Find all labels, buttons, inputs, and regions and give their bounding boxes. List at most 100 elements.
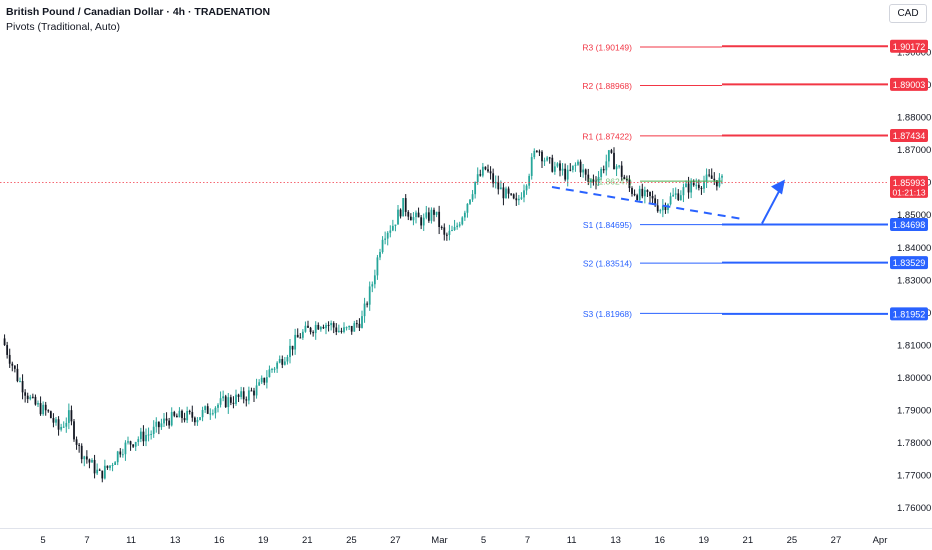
- candle-body: [404, 198, 407, 212]
- candle-body: [165, 418, 168, 421]
- candle-body: [636, 195, 639, 201]
- candle-body: [625, 179, 628, 181]
- candle-body: [6, 345, 9, 355]
- candle-body: [386, 232, 389, 239]
- candle-body: [582, 169, 585, 173]
- candle-body: [29, 396, 32, 400]
- candle-body: [209, 413, 212, 415]
- candle-body: [31, 396, 34, 398]
- candle-body: [721, 175, 723, 178]
- candle-body: [443, 227, 446, 235]
- y-tick-label: 1.79000: [897, 406, 931, 417]
- indicator-label[interactable]: Pivots (Traditional, Auto): [6, 21, 120, 33]
- candle-body: [533, 150, 536, 158]
- axis-label-s1: 1.84698: [893, 220, 926, 230]
- candle-body: [73, 421, 75, 440]
- candle-body: [291, 345, 294, 350]
- y-tick-label: 1.77000: [897, 471, 931, 482]
- candle-body: [26, 395, 29, 400]
- candle-body: [170, 412, 173, 426]
- symbol-title[interactable]: British Pound / Canadian Dollar · 4h · T…: [6, 6, 271, 18]
- candle-body: [168, 420, 171, 426]
- candle-body: [57, 419, 60, 430]
- candle-body: [276, 362, 279, 369]
- candle-body: [715, 180, 718, 187]
- candle-body: [366, 303, 369, 305]
- candle-body: [538, 151, 541, 153]
- candle-body: [615, 166, 618, 170]
- candle-body: [672, 194, 675, 197]
- pivot-s1-label: S1 (1.84695): [583, 220, 632, 230]
- candle-body: [571, 165, 574, 170]
- candle-body: [139, 431, 142, 440]
- candle-body: [494, 181, 497, 184]
- candle-body: [214, 407, 217, 414]
- candle-body: [607, 150, 610, 162]
- y-tick-label: 1.81000: [897, 340, 931, 351]
- candle-body: [85, 456, 88, 460]
- drawing-tools[interactable]: [551, 179, 785, 224]
- axis-label-box: [890, 218, 928, 232]
- candle-body: [75, 439, 78, 445]
- candle-body: [620, 165, 623, 177]
- candle-body: [263, 377, 266, 383]
- candle-body: [402, 198, 405, 217]
- candle-body: [83, 456, 86, 460]
- candle-body: [340, 330, 343, 332]
- candle-body: [497, 181, 500, 190]
- candle-body: [49, 411, 52, 419]
- x-tick-label: 27: [831, 535, 842, 546]
- axis-label-box: [890, 77, 928, 91]
- candle-body: [348, 325, 351, 328]
- candle-body: [381, 239, 384, 253]
- candle-body: [641, 188, 644, 197]
- candle-body: [409, 216, 412, 221]
- candle-body: [523, 190, 525, 198]
- candle-body: [345, 327, 348, 329]
- candle-body: [574, 164, 577, 166]
- candle-body: [343, 327, 345, 332]
- candle-body: [469, 199, 471, 204]
- pivot-r1-label: R1 (1.87422): [582, 131, 632, 141]
- price-axis[interactable]: 1.900001.890001.880001.870001.860001.850…: [897, 47, 931, 514]
- candle-body: [60, 426, 63, 430]
- candle-body: [695, 184, 698, 186]
- candle-body: [314, 324, 317, 334]
- candle-body: [489, 171, 492, 174]
- pivot-levels: R3 (1.90149) R2 (1.88968) R1 (1.87422) P (1…: [0, 43, 888, 319]
- candle-body: [201, 409, 204, 418]
- candle-body: [371, 284, 374, 287]
- candle-body: [124, 442, 127, 455]
- candle-body: [440, 226, 443, 228]
- candle-body: [271, 369, 273, 371]
- time-axis[interactable]: 5 7 11 13 16 19 21 25 27 Mar 5 7 11 13 16 19 21 25 27 Apr: [40, 535, 887, 546]
- candle-body: [687, 183, 690, 193]
- candle-body: [420, 217, 423, 226]
- candle-body: [191, 412, 194, 418]
- candle-body: [317, 324, 320, 330]
- x-tick-label: 21: [302, 535, 313, 546]
- y-tick-label: 1.83000: [897, 275, 931, 286]
- candle-body: [55, 419, 57, 423]
- x-tick-label: 5: [40, 535, 45, 546]
- candle-body: [178, 410, 181, 418]
- chart-legend: British Pound / Canadian Dollar · 4h · T…: [6, 5, 270, 35]
- candle-body: [160, 423, 163, 428]
- countdown-label: 01:21:13: [892, 187, 925, 197]
- candle-body: [643, 190, 646, 197]
- currency-button[interactable]: CAD: [889, 4, 927, 23]
- candle-body: [137, 439, 140, 443]
- candle-body: [109, 465, 111, 468]
- axis-label-r1: 1.87434: [893, 131, 926, 141]
- x-tick-label: 25: [787, 535, 798, 546]
- candle-body: [322, 327, 325, 329]
- candle-body: [487, 169, 489, 172]
- candle-body: [247, 390, 250, 401]
- candle-body: [101, 470, 104, 479]
- candle-body: [240, 391, 243, 397]
- candle-body: [577, 161, 579, 165]
- candle-body: [499, 187, 502, 190]
- candle-body: [397, 209, 399, 225]
- candle-body: [710, 175, 713, 179]
